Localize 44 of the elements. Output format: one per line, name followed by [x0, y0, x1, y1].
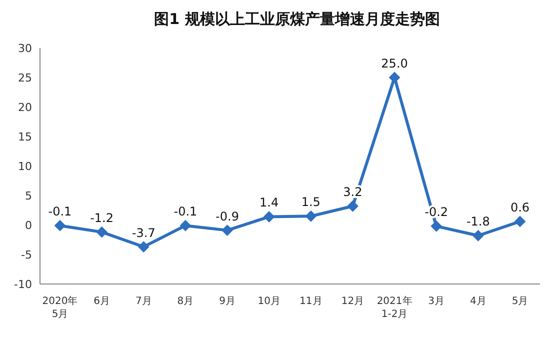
- chart-title: 图1 规模以上工业原煤产量增速月度走势图: [153, 10, 441, 30]
- point: [347, 200, 358, 212]
- y-tick-label: 15: [18, 130, 32, 144]
- point: [305, 210, 316, 222]
- point: [222, 224, 233, 236]
- x-tick-label: 9月: [219, 296, 236, 307]
- data-label: 1.5: [301, 195, 320, 210]
- x-tick-label: 12月: [341, 296, 364, 307]
- data-label: -0.1: [174, 204, 198, 219]
- point: [472, 230, 484, 242]
- x-tick-label: 2021年 1-2月: [376, 295, 412, 320]
- x-tick-label: 7月: [135, 296, 152, 307]
- point: [180, 220, 191, 232]
- x-tick-label: 5月: [512, 296, 528, 307]
- data-label: -0.1: [48, 204, 72, 219]
- data-label: 25.0: [381, 56, 408, 70]
- x-tick-label: 2020年 5月: [42, 295, 78, 320]
- point: [264, 211, 275, 222]
- data-label: 1.4: [260, 196, 279, 210]
- point: [389, 72, 400, 83]
- data-label: -3.7: [132, 226, 156, 240]
- y-tick-label: 10: [18, 160, 32, 173]
- point: [514, 216, 526, 227]
- x-tick-label: 10月: [258, 296, 280, 307]
- x-tick-label: 4月: [470, 296, 486, 307]
- y-tick-label: -5: [21, 248, 32, 262]
- data-label: -1.8: [466, 214, 490, 229]
- x-tick-label: 6月: [94, 296, 110, 307]
- y-tick-label: 25: [18, 71, 32, 84]
- y-tick-label: 0: [25, 218, 32, 232]
- point: [54, 220, 66, 232]
- y-tick-label: 30: [18, 42, 32, 55]
- x-tick-label: 11月: [300, 296, 322, 307]
- point: [138, 241, 150, 252]
- y-tick-label: 20: [18, 100, 32, 114]
- x-tick-label: 8月: [177, 296, 194, 307]
- data-label: 0.6: [510, 200, 530, 214]
- y-tick-label: -10: [14, 278, 32, 291]
- x-tick-label: 3月: [428, 296, 445, 307]
- point: [430, 220, 442, 232]
- point: [96, 226, 108, 238]
- data-label: -1.2: [90, 211, 114, 226]
- data-label: -0.9: [216, 209, 239, 224]
- y-tick-label: 5: [25, 189, 32, 202]
